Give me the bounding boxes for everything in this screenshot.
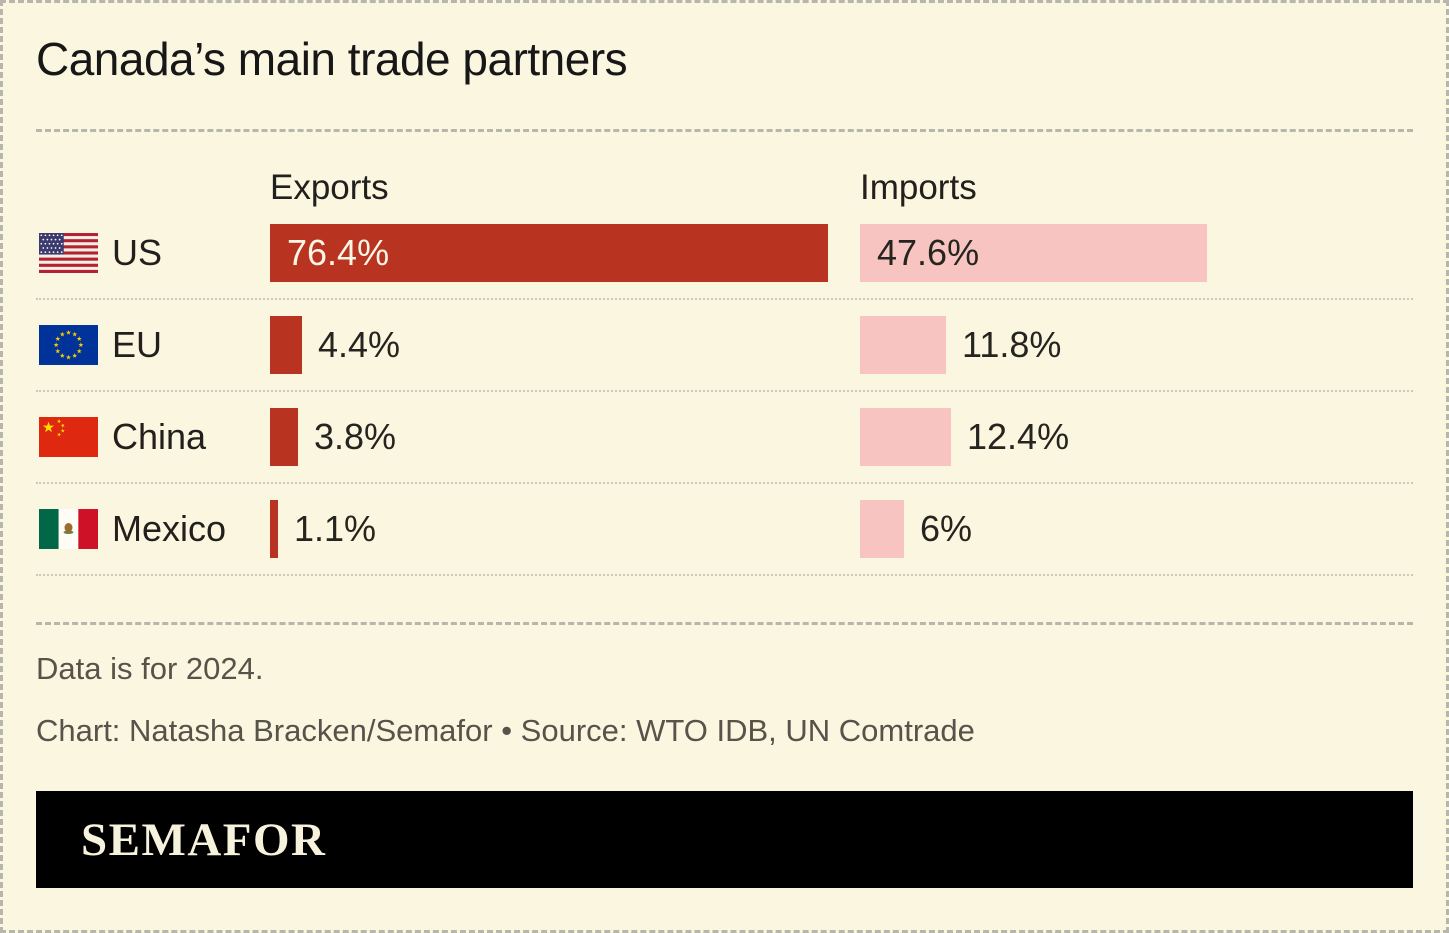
- table-row-china: China 3.8% 12.4%: [36, 392, 1413, 484]
- table-row-eu: EU 4.4% 11.8%: [36, 300, 1413, 392]
- mexico-imports-cell: 6%: [860, 500, 1413, 558]
- imports-column-header: Imports: [860, 168, 977, 207]
- china-exports-value: 3.8%: [314, 416, 397, 457]
- credit-line: Chart: Natasha Bracken/Semafor • Source:…: [36, 713, 975, 748]
- country-label: Mexico: [112, 508, 227, 549]
- mexico-imports-bar: [860, 500, 904, 558]
- us-imports-bar: [860, 224, 1207, 282]
- us-flag-icon: [36, 232, 98, 274]
- country-label: US: [112, 232, 163, 273]
- data-note: Data is for 2024.: [36, 651, 264, 686]
- mexico-flag-icon: [36, 508, 98, 550]
- china-flag-icon: [36, 416, 98, 458]
- semafor-logo-bar: SEMAFOR: [36, 791, 1413, 888]
- china-imports-cell: 12.4%: [860, 408, 1413, 466]
- eu-exports-bar: [270, 316, 302, 374]
- us-imports-cell: 47.6%: [860, 224, 1413, 282]
- country-label: EU: [112, 324, 163, 365]
- semafor-logo: SEMAFOR: [81, 813, 327, 866]
- mexico-exports-cell: 1.1%: [270, 500, 860, 558]
- mexico-exports-value: 1.1%: [294, 508, 377, 549]
- title-divider: [36, 129, 1413, 132]
- us-exports-bar: [270, 224, 828, 282]
- china-imports-value: 12.4%: [967, 416, 1070, 457]
- column-headers: Exports Imports: [36, 168, 1413, 208]
- eu-imports-bar: [860, 316, 946, 374]
- mexico-imports-value: 6%: [920, 508, 973, 549]
- page-title: Canada’s main trade partners: [36, 33, 628, 85]
- us-exports-value: 76.4%: [287, 232, 390, 273]
- mexico-exports-bar: [270, 500, 278, 558]
- exports-column-header: Exports: [270, 168, 389, 207]
- country-label: China: [112, 416, 207, 457]
- us-exports-cell: 76.4%: [270, 224, 860, 282]
- table-row-mexico: Mexico 1.1% 6%: [36, 484, 1413, 576]
- china-imports-bar: [860, 408, 951, 466]
- table-row-us: US 76.4% 47.6%: [36, 208, 1413, 300]
- china-exports-bar: [270, 408, 298, 466]
- eu-flag-icon: [36, 324, 98, 366]
- eu-exports-value: 4.4%: [318, 324, 401, 365]
- eu-imports-cell: 11.8%: [860, 316, 1413, 374]
- eu-exports-cell: 4.4%: [270, 316, 860, 374]
- eu-imports-value: 11.8%: [962, 324, 1062, 365]
- header-spacer: [36, 168, 270, 208]
- china-exports-cell: 3.8%: [270, 408, 860, 466]
- us-imports-value: 47.6%: [877, 232, 980, 273]
- footer-divider: [36, 622, 1413, 625]
